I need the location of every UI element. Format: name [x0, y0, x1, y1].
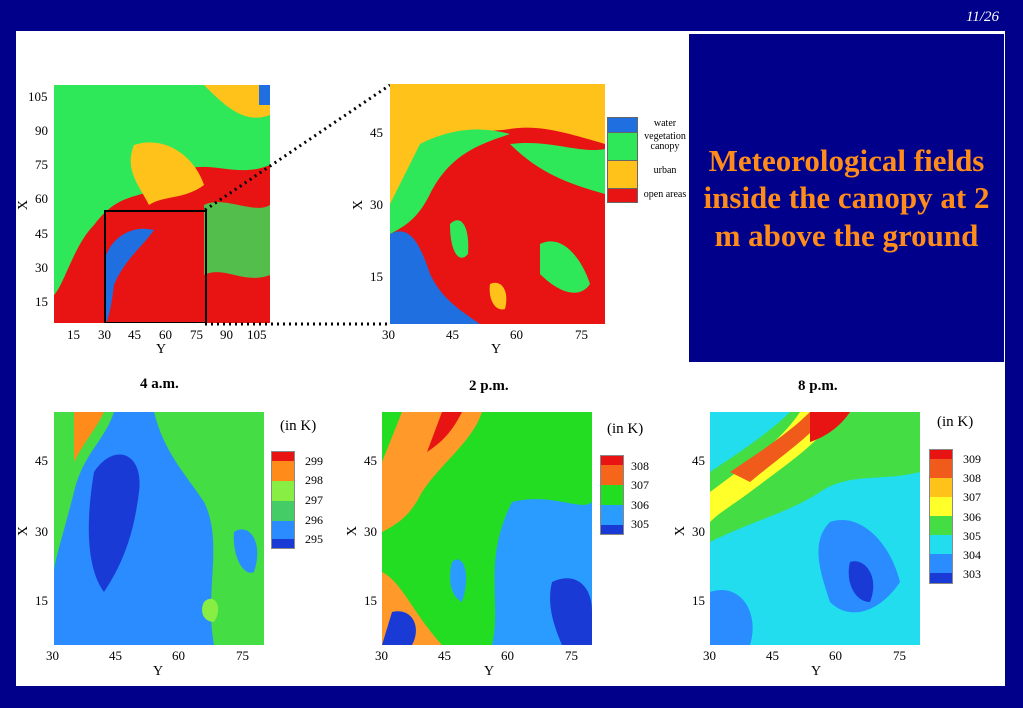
- xlabel: X: [16, 525, 32, 537]
- legend-label: urban: [653, 165, 677, 176]
- colorbar-label: 305: [963, 529, 981, 543]
- legend-swatch-vegetation: [607, 132, 638, 161]
- unit-label: (in K): [280, 418, 317, 434]
- colorbar-label: 303: [963, 567, 981, 581]
- legend-label: water: [653, 118, 677, 129]
- landuse-ytick: 60: [159, 327, 172, 342]
- colorbar-8pm: [929, 449, 953, 584]
- colorbar-label: 296: [305, 513, 323, 527]
- ytick: 30: [703, 648, 716, 663]
- ytick: 45: [109, 648, 122, 663]
- colorbar-label: 297: [305, 493, 323, 507]
- legend-label: open areas: [643, 189, 687, 200]
- ytick: 75: [565, 648, 578, 663]
- landuse-xtick: 60: [35, 191, 48, 206]
- landuse-ylabel: Y: [156, 342, 167, 357]
- colorbar-label: 304: [963, 548, 981, 562]
- ytick: 75: [893, 648, 906, 663]
- ytick: 60: [172, 648, 185, 663]
- zoom-map: [390, 84, 605, 324]
- colorbar-label: 306: [631, 498, 649, 512]
- landuse-ytick: 30: [98, 327, 111, 342]
- colorbar-label: 308: [631, 459, 649, 473]
- landuse-ytick: 45: [128, 327, 141, 342]
- landuse-ytick: 90: [220, 327, 233, 342]
- legend-swatch-water: [607, 117, 638, 133]
- panel-time: 4 a.m.: [140, 376, 179, 392]
- ytick: 45: [766, 648, 779, 663]
- colorbar-label: 306: [963, 510, 981, 524]
- ytick: 60: [501, 648, 514, 663]
- temperature-map-8pm: [710, 412, 920, 645]
- zoom-ytick: 60: [510, 327, 523, 342]
- unit-label: (in K): [607, 421, 644, 437]
- slide-title: Meteorological fields inside the canopy …: [703, 143, 990, 253]
- xtick: 45: [364, 453, 377, 468]
- ylabel: Y: [153, 664, 164, 679]
- landuse-xtick: 15: [35, 294, 48, 309]
- zoom-xtick: 30: [370, 197, 383, 212]
- ylabel: Y: [811, 664, 822, 679]
- ytick: 30: [375, 648, 388, 663]
- unit-label: (in K): [937, 414, 974, 430]
- xtick: 45: [35, 453, 48, 468]
- xtick: 15: [692, 593, 705, 608]
- colorbar-4am: [271, 451, 295, 549]
- zoom-xtick: 15: [370, 269, 383, 284]
- zoom-xlabel: X: [351, 199, 367, 211]
- landuse-xtick: 105: [28, 89, 48, 104]
- colorbar-2pm: [600, 455, 624, 535]
- title-box: Meteorological fields inside the canopy …: [689, 34, 1004, 362]
- landuse-xtick: 75: [35, 157, 48, 172]
- panel-time: 8 p.m.: [798, 378, 838, 394]
- landuse-xtick: 45: [35, 226, 48, 241]
- slide-number: 11/26: [965, 9, 999, 25]
- xtick: 30: [35, 524, 48, 539]
- landuse-ytick: 105: [247, 327, 267, 342]
- xtick: 45: [692, 453, 705, 468]
- zoom-ytick: 45: [446, 327, 459, 342]
- legend-label: vegetation canopy: [644, 131, 686, 152]
- zoom-ylabel: Y: [491, 342, 502, 357]
- legend-swatch-open: [607, 188, 638, 203]
- colorbar-label: 295: [305, 532, 323, 546]
- ytick: 60: [829, 648, 842, 663]
- landuse-map: [54, 85, 270, 323]
- xlabel: X: [673, 525, 689, 537]
- colorbar-label: 299: [305, 454, 323, 468]
- colorbar-label: 305: [631, 517, 649, 531]
- legend-swatch-urban: [607, 160, 638, 189]
- zoom-ytick: 75: [575, 327, 588, 342]
- xtick: 15: [364, 593, 377, 608]
- colorbar-label: 298: [305, 473, 323, 487]
- panel-time: 2 p.m.: [469, 378, 509, 394]
- landuse-ytick: 75: [190, 327, 203, 342]
- colorbar-label: 307: [631, 478, 649, 492]
- temperature-map-2pm: [382, 412, 592, 645]
- xtick: 15: [35, 593, 48, 608]
- zoom-xtick: 45: [370, 125, 383, 140]
- ytick: 30: [46, 648, 59, 663]
- zoom-ytick: 30: [382, 327, 395, 342]
- xtick: 30: [364, 524, 377, 539]
- colorbar-label: 309: [963, 452, 981, 466]
- colorbar-label: 307: [963, 490, 981, 504]
- ytick: 45: [438, 648, 451, 663]
- landuse-xtick: 90: [35, 123, 48, 138]
- landuse-ytick: 15: [67, 327, 80, 342]
- ylabel: Y: [484, 664, 495, 679]
- landuse-xtick: 30: [35, 260, 48, 275]
- xlabel: X: [345, 525, 361, 537]
- xtick: 30: [692, 524, 705, 539]
- colorbar-label: 308: [963, 471, 981, 485]
- temperature-map-4am: [54, 412, 264, 645]
- ytick: 75: [236, 648, 249, 663]
